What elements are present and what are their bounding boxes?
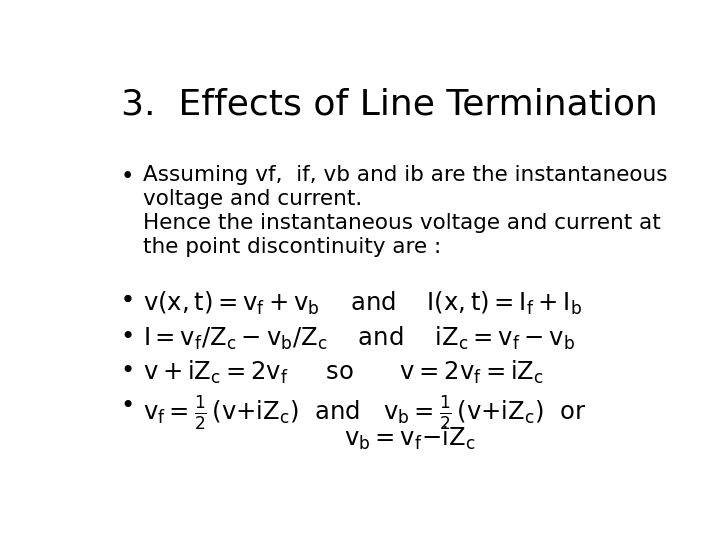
Text: $\mathsf{v + iZ_c{=} 2v_f}$     so      $\mathsf{v{=}2v_f{=}iZ_c}$: $\mathsf{v + iZ_c{=} 2v_f}$ so $\mathsf{… xyxy=(143,359,544,387)
Text: the point discontinuity are :: the point discontinuity are : xyxy=(143,237,441,257)
Text: Hence the instantaneous voltage and current at: Hence the instantaneous voltage and curr… xyxy=(143,213,661,233)
Text: $\mathsf{v(x,t){=}v_f + v_b}$    and    $\mathsf{I(x,t){=}I_f + I_b}$: $\mathsf{v(x,t){=}v_f + v_b}$ and $\math… xyxy=(143,289,582,316)
Text: 3.  Effects of Line Termination: 3. Effects of Line Termination xyxy=(121,87,657,122)
Text: •: • xyxy=(121,289,135,313)
Text: voltage and current.: voltage and current. xyxy=(143,188,362,208)
Text: •: • xyxy=(121,289,134,312)
Text: $\mathsf{I{=}v_f/Z_c - v_b/Z_c}$    and    $\mathsf{iZ_c{=}v_f - v_b}$: $\mathsf{I{=}v_f/Z_c - v_b/Z_c}$ and $\m… xyxy=(143,325,575,352)
Text: •: • xyxy=(121,394,135,418)
Text: •: • xyxy=(121,325,135,349)
Text: $\mathsf{v_f = \frac{1}{2}\,(v{+}iZ_c)}$  and   $\mathsf{v_b = \frac{1}{2}\,(v{+: $\mathsf{v_f = \frac{1}{2}\,(v{+}iZ_c)}$… xyxy=(143,394,586,431)
Text: •: • xyxy=(121,165,134,187)
Text: $\mathsf{v_b{=} v_f{-}iZ_c}$: $\mathsf{v_b{=} v_f{-}iZ_c}$ xyxy=(344,424,475,451)
Text: •: • xyxy=(121,359,135,383)
Text: Assuming vf,  if, vb and ib are the instantaneous: Assuming vf, if, vb and ib are the insta… xyxy=(143,165,667,185)
